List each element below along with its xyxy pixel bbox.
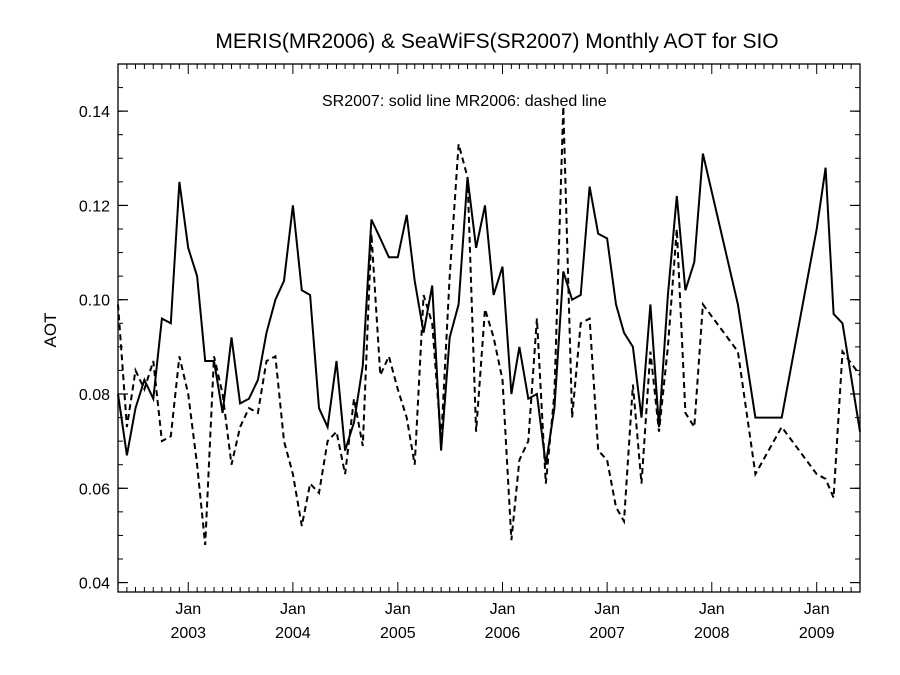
- series-line-mr2006: [117, 106, 861, 546]
- x-tick-label-month: Jan: [385, 601, 411, 618]
- plot-frame: [117, 63, 861, 593]
- x-tick-label-year: 2005: [380, 625, 416, 642]
- x-tick-label-year: 2007: [589, 625, 625, 642]
- x-tick-label-month: Jan: [280, 601, 306, 618]
- y-tick-label: 0.06: [79, 481, 110, 498]
- x-tick-label-year: 2006: [485, 625, 521, 642]
- y-tick-label: 0.12: [79, 198, 110, 215]
- series-group: [117, 106, 861, 546]
- x-tick-label-year: 2004: [275, 625, 311, 642]
- x-tick-label-year: 2009: [799, 625, 835, 642]
- x-tick-label-month: Jan: [175, 601, 201, 618]
- y-axis-label: AOT: [41, 313, 60, 348]
- y-tick-label: 0.04: [79, 576, 110, 593]
- x-tick-label-month: Jan: [490, 601, 516, 618]
- y-tick-label: 0.10: [79, 293, 110, 310]
- x-tick-label-year: 2008: [694, 625, 730, 642]
- chart-title: MERIS(MR2006) & SeaWiFS(SR2007) Monthly …: [215, 30, 778, 53]
- x-tick-label-month: Jan: [699, 601, 725, 618]
- y-tick-label: 0.08: [79, 387, 110, 404]
- x-tick-label-month: Jan: [594, 601, 620, 618]
- y-tick-label: 0.14: [79, 104, 110, 121]
- line-style-annotation: SR2007: solid line MR2006: dashed line: [322, 93, 607, 110]
- series-line-sr2007: [117, 153, 861, 465]
- x-tick-label-month: Jan: [804, 601, 830, 618]
- x-tick-label-year: 2003: [170, 625, 206, 642]
- axis-ticks: 0.04 0.06 0.08 0.10 0.12 0.14 Jan 2003 Jan 2004 Ja…: [79, 63, 861, 642]
